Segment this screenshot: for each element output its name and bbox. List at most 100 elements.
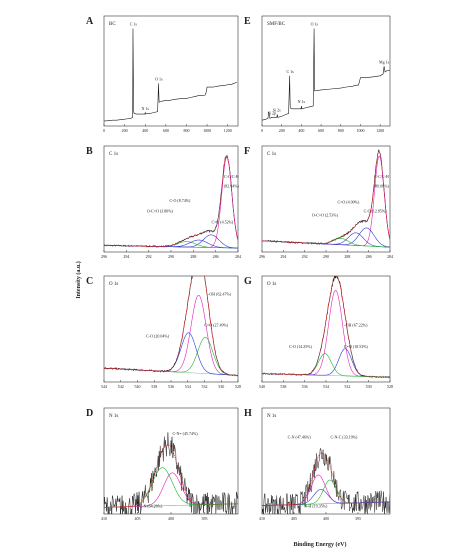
peak-annotation: N 1s xyxy=(298,99,306,104)
x-tick-label: 292 xyxy=(146,254,152,259)
panel-letter: G xyxy=(244,276,252,287)
peak-annotation: C-N (54.26%) xyxy=(139,503,163,508)
x-tick-label: 1200 xyxy=(376,128,384,133)
x-tick-label: 292 xyxy=(302,254,308,259)
panel-H: H N 1s 410 405 400 395 C-N (47.46%) C-N-C (33.1… xyxy=(244,407,391,521)
fit-envelope-line xyxy=(262,276,390,378)
x-tick-label: 538 xyxy=(151,384,157,389)
x-tick-label: 284 xyxy=(235,254,241,259)
panel-title: N 1s xyxy=(267,414,276,419)
x-tick-label: 600 xyxy=(318,128,324,133)
x-tick-label: 290 xyxy=(323,254,329,259)
panel-title: C 1s xyxy=(267,152,276,157)
plot-area xyxy=(104,28,238,122)
peak-annotation: C-O (8.74%) xyxy=(169,198,191,203)
x-tick-label: 290 xyxy=(168,254,174,259)
peak-annotation: O 1s xyxy=(155,77,163,82)
panel-title: SMF/BC xyxy=(267,22,286,27)
x-tick-label: 800 xyxy=(183,128,189,133)
peak-annotation: C=O (4.52%) xyxy=(211,220,233,225)
x-tick-label: 395 xyxy=(355,516,361,521)
x-tick-label: 294 xyxy=(123,254,129,259)
x-tick-label: 528 xyxy=(235,384,241,389)
plot-area xyxy=(262,447,390,514)
x-tick-label: 536 xyxy=(168,384,174,389)
peak-annotation: N 1s xyxy=(142,106,150,111)
x-tick-label: 1200 xyxy=(224,128,232,133)
panel-G: G O 1s 540 538 536 534 532 530 528 -OH (67.22%) C=… xyxy=(244,275,393,389)
y-axis-title: Intensity (a.u.) xyxy=(75,261,82,299)
panel-E: E SMF/BC 0 200 400 600 800 1000 1200 O 1s C 1s N 1s… xyxy=(244,15,391,133)
x-tick-label: 400 xyxy=(142,128,148,133)
panel-B: B C 1s 296 294 292 290 288 286 284 C-C/C-H (82.94%… xyxy=(86,145,241,259)
peak-annotation: -OH (62.47%) xyxy=(208,292,232,297)
x-tick-label: 540 xyxy=(135,384,141,389)
peak-annotation: O-C=O (3.80%) xyxy=(147,209,174,214)
panel-letter: C xyxy=(86,276,93,287)
x-tick-label: 540 xyxy=(259,384,265,389)
panel-letter: F xyxy=(244,146,250,157)
x-tick-label: 410 xyxy=(101,516,107,521)
plot-frame xyxy=(103,15,239,127)
plot-frame xyxy=(261,15,391,127)
peak-annotation: Si 2p xyxy=(268,111,276,116)
fit-component-line xyxy=(262,489,390,506)
x-tick-label: 296 xyxy=(101,254,107,259)
x-tick-label: 286 xyxy=(366,254,372,259)
x-tick-label: 544 xyxy=(101,384,107,389)
fit-component-line xyxy=(262,227,390,248)
x-tick-label: 528 xyxy=(387,384,393,389)
x-tick-label: 542 xyxy=(118,384,124,389)
x-tick-label: 288 xyxy=(344,254,350,259)
peak-annotation: C=O (27.49%) xyxy=(204,322,228,327)
peak-annotation: C-N= (45.74%) xyxy=(172,431,198,436)
panel-letter: B xyxy=(86,146,93,157)
plot-area xyxy=(104,432,238,514)
x-tick-label: 286 xyxy=(213,254,219,259)
x-tick-label: 410 xyxy=(259,516,265,521)
peak-annotation: C-N-C (33.19%) xyxy=(330,434,358,439)
plot-area xyxy=(262,149,390,248)
panel-title: BC xyxy=(109,22,116,27)
x-tick-label: 284 xyxy=(387,254,393,259)
x-tick-label: 400 xyxy=(323,516,329,521)
x-tick-label: 600 xyxy=(163,128,169,133)
panel-letter: A xyxy=(86,16,94,27)
x-tick-label: 532 xyxy=(344,384,350,389)
x-tick-label: 400 xyxy=(298,128,304,133)
peak-annotation: C-O (14.25%) xyxy=(289,344,313,349)
panel-title: O 1s xyxy=(267,282,276,287)
x-tick-label: 530 xyxy=(218,384,224,389)
plot-area xyxy=(104,154,238,249)
x-tick-label: 1000 xyxy=(356,128,364,133)
fit-envelope-line xyxy=(104,154,238,247)
plot-area xyxy=(262,28,390,121)
panel-F: F C 1s 296 294 292 290 288 286 284 C-C/C-H (80.08%… xyxy=(244,145,393,259)
peak-annotation: C-N (47.46%) xyxy=(288,434,312,439)
plot-area xyxy=(262,276,390,379)
x-tick-label: 532 xyxy=(202,384,208,389)
fit-envelope-line xyxy=(104,444,238,508)
x-tick-label: 800 xyxy=(338,128,344,133)
x-tick-label: 296 xyxy=(259,254,265,259)
peak-annotation: C-O (20.04%) xyxy=(146,333,170,338)
x-tick-label: 534 xyxy=(185,384,191,389)
x-tick-label: 288 xyxy=(190,254,196,259)
peak-annotation: C 1s xyxy=(286,69,294,74)
panel-letter: D xyxy=(86,408,93,419)
survey-spectrum-line xyxy=(104,28,238,122)
x-tick-label: 536 xyxy=(302,384,308,389)
x-tick-label: 200 xyxy=(279,128,285,133)
x-tick-label: 400 xyxy=(168,516,174,521)
peak-annotation: (82.94%) xyxy=(224,183,240,188)
fit-envelope-line xyxy=(104,276,238,376)
panel-title: O 1s xyxy=(109,282,118,287)
panel-title: N 1s xyxy=(109,414,118,419)
plot-area xyxy=(104,276,238,377)
peak-annotation: C-C/C-H xyxy=(224,174,239,179)
fit-envelope-line xyxy=(262,151,390,244)
panel-title: C 1s xyxy=(109,152,118,157)
peak-annotation: Si 2s xyxy=(273,108,281,113)
x-tick-label: 200 xyxy=(122,128,128,133)
raw-spectrum-line xyxy=(262,447,390,514)
